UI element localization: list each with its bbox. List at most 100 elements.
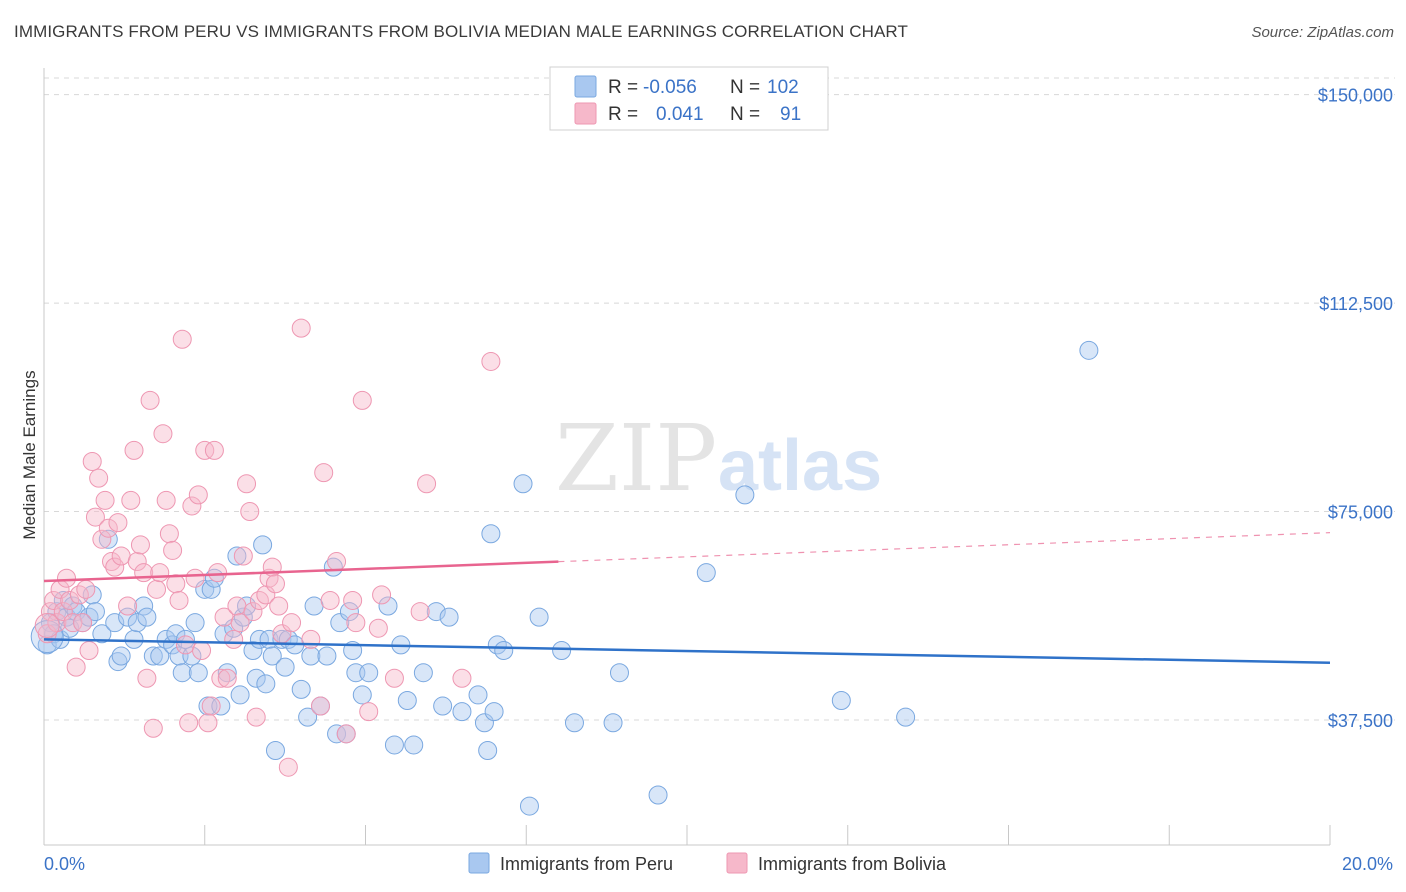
bolivia-point [66, 657, 86, 677]
bolivia-trend-line [43, 560, 559, 583]
legend-bolivia-n-value: 91 [780, 104, 801, 125]
bolivia-point [124, 440, 144, 460]
peru-point [529, 607, 549, 627]
bolivia-point [118, 596, 138, 616]
peru-point [378, 596, 398, 616]
bolivia-point [291, 318, 311, 338]
bolivia-point [53, 602, 73, 622]
bottom-legend-bolivia: Immigrants from Bolivia [758, 854, 947, 874]
peru-point [262, 646, 282, 666]
peru-points [30, 340, 1099, 816]
bolivia-point [102, 552, 122, 572]
bolivia-point [105, 557, 125, 577]
peru-point [339, 602, 359, 622]
peru-point [384, 735, 404, 755]
peru-point [246, 668, 266, 688]
peru-point [439, 607, 459, 627]
chart-title: IMMIGRANTS FROM PERU VS IMMIGRANTS FROM … [14, 22, 908, 41]
bolivia-point [179, 713, 199, 733]
peru-point [433, 696, 453, 716]
peru-point [298, 707, 318, 727]
peru-point [1079, 340, 1099, 360]
peru-point [265, 741, 285, 761]
peru-point [831, 690, 851, 710]
peru-point [98, 529, 118, 549]
bolivia-point [57, 568, 77, 588]
bolivia-point [278, 757, 298, 777]
series-legend: Immigrants from Peru Immigrants from Bol… [468, 852, 947, 874]
bolivia-point [111, 546, 131, 566]
bolivia-point [204, 440, 224, 460]
peru-point [127, 613, 147, 633]
bolivia-point [150, 563, 170, 583]
bolivia-point [92, 529, 112, 549]
peru-point [291, 679, 311, 699]
peru-point [327, 724, 347, 744]
bolivia-point [192, 640, 212, 660]
bolivia-point [195, 440, 215, 460]
peru-point [172, 663, 192, 683]
bolivia-point [188, 485, 208, 505]
legend-bolivia-r-label: R = [608, 104, 638, 125]
bolivia-point [410, 602, 430, 622]
peru-point [230, 685, 250, 705]
peru-point [92, 624, 112, 644]
peru-point [478, 741, 498, 761]
bolivia-point [85, 507, 105, 527]
bolivia-point [417, 474, 437, 494]
legend-bolivia-r-value: 0.041 [656, 104, 704, 125]
bolivia-point [217, 668, 237, 688]
peru-point [256, 674, 276, 694]
bolivia-point [243, 602, 263, 622]
y-tick-label: $75,000 [1328, 503, 1393, 523]
peru-point [323, 557, 343, 577]
peru-point [175, 629, 195, 649]
peru-point [735, 485, 755, 505]
bolivia-point [343, 590, 363, 610]
peru-point [156, 629, 176, 649]
peru-point [253, 535, 273, 555]
peru-point [603, 713, 623, 733]
peru-point [304, 596, 324, 616]
bolivia-point [108, 513, 128, 533]
peru-point [896, 707, 916, 727]
bolivia-point [143, 718, 163, 738]
bolivia-point [359, 702, 379, 722]
bolivia-point [240, 502, 260, 522]
axes: $37,500 $75,000 $112,500 $150,000 0.0% 20.0% [43, 68, 1393, 874]
peru-point [243, 640, 263, 660]
bolivia-point [368, 618, 388, 638]
bolivia-point [182, 496, 202, 516]
watermark-zip: ZIP [555, 405, 717, 512]
legend-swatch-bolivia [574, 102, 597, 125]
bolivia-point [185, 568, 205, 588]
bolivia-points [34, 318, 501, 777]
bolivia-point [346, 613, 366, 633]
peru-point [63, 596, 83, 616]
bolivia-point [166, 574, 186, 594]
peru-point [185, 613, 205, 633]
x-tick-label-min: 0.0% [44, 854, 85, 874]
bolivia-point [256, 585, 276, 605]
legend-swatch-peru [574, 75, 597, 98]
bolivia-point [147, 579, 167, 599]
peru-point [413, 663, 433, 683]
peru-point [105, 613, 125, 633]
bolivia-point [140, 390, 160, 410]
peru-point [468, 685, 488, 705]
bolivia-point [34, 612, 60, 638]
bolivia-point [481, 351, 501, 371]
bottom-legend-swatch-peru [468, 852, 490, 874]
peru-point [397, 690, 417, 710]
peru-point [182, 646, 202, 666]
bolivia-point [208, 563, 228, 583]
peru-point [224, 618, 244, 638]
bolivia-point [336, 724, 356, 744]
peru-trend-line [43, 638, 1331, 664]
bolivia-point [47, 613, 67, 633]
bolivia-point [201, 696, 221, 716]
bolivia-point [233, 546, 253, 566]
bolivia-point [227, 596, 247, 616]
bolivia-point [89, 468, 109, 488]
